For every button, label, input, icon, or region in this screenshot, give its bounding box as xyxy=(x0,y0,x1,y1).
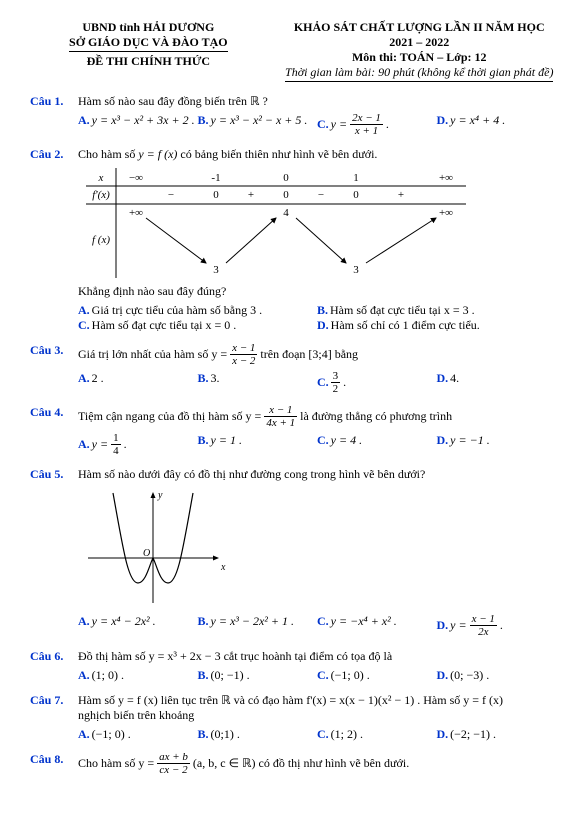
svg-text:3: 3 xyxy=(213,264,219,276)
q4-label: Câu 4. xyxy=(30,405,78,420)
q5-label: Câu 5. xyxy=(30,467,78,482)
q1-opt-b: B.y = x³ − x² − x + 5 . xyxy=(198,113,318,137)
variation-table-svg: x −∞ -1 0 1 +∞ f'(x) − 0 + 0 − 0 + f (x)… xyxy=(86,168,466,278)
svg-text:f (x): f (x) xyxy=(92,234,110,246)
svg-text:+∞: +∞ xyxy=(439,172,453,184)
header-left: UBND tỉnh HẢI DƯƠNG SỞ GIÁO DỤC VÀ ĐÀO T… xyxy=(30,20,267,82)
q6-stem: Đồ thị hàm số y = x³ + 2x − 3 cắt trục h… xyxy=(78,649,556,664)
question-1: Câu 1. Hàm số nào sau đây đồng biến trên… xyxy=(30,94,556,137)
q7-opt-b: B.(0;1) . xyxy=(198,727,318,742)
org-line2: SỞ GIÁO DỤC VÀ ĐÀO TẠO xyxy=(69,35,228,52)
q6-label: Câu 6. xyxy=(30,649,78,664)
svg-text:+: + xyxy=(248,189,254,201)
q5-opt-a: A.y = x⁴ − 2x² . xyxy=(78,614,198,638)
q7-stem-l1: Hàm số y = f (x) liên tục trên ℝ và có đ… xyxy=(78,693,556,708)
q7-opt-d: D.(−2; −1) . xyxy=(437,727,557,742)
q6-opt-b: B.(0; −1) . xyxy=(198,668,318,683)
question-8: Câu 8. Cho hàm số y = ax + bcx − 2 (a, b… xyxy=(30,752,556,776)
svg-text:+∞: +∞ xyxy=(439,207,453,219)
q6-opt-a: A.(1; 0) . xyxy=(78,668,198,683)
q4-opt-c: C.y = 4 . xyxy=(317,433,437,457)
q2-label: Câu 2. xyxy=(30,147,78,162)
svg-text:−: − xyxy=(318,189,324,201)
svg-text:0: 0 xyxy=(353,189,359,201)
q5-graph: x y O xyxy=(78,488,556,608)
q3-opt-c: C.32 . xyxy=(317,371,437,395)
question-7: Câu 7. Hàm số y = f (x) liên tục trên ℝ … xyxy=(30,693,556,742)
svg-text:0: 0 xyxy=(213,189,219,201)
question-4: Câu 4. Tiệm cận ngang của đồ thị hàm số … xyxy=(30,405,556,457)
q8-stem: Cho hàm số y = ax + bcx − 2 (a, b, c ∈ ℝ… xyxy=(78,752,556,776)
svg-text:x: x xyxy=(220,562,226,573)
q3-label: Câu 3. xyxy=(30,343,78,358)
title-line2: Môn thi: TOÁN – Lớp: 12 xyxy=(282,50,556,65)
q5-opt-d: D.y = x − 12x . xyxy=(437,614,557,638)
q6-opt-d: D.(0; −3) . xyxy=(437,668,557,683)
q6-opt-c: C.(−1; 0) . xyxy=(317,668,437,683)
svg-text:1: 1 xyxy=(353,172,359,184)
q7-opt-c: C.(1; 2) . xyxy=(317,727,437,742)
svg-text:3: 3 xyxy=(353,264,359,276)
q2-stem: Cho hàm số y = f (x) có bảng biến thiên … xyxy=(78,147,556,162)
q8-label: Câu 8. xyxy=(30,752,78,767)
svg-text:4: 4 xyxy=(283,207,289,219)
svg-text:O: O xyxy=(143,548,150,559)
title-line3: Thời gian làm bài: 90 phút (không kể thờ… xyxy=(285,65,553,82)
q3-opt-b: B.3. xyxy=(198,371,318,395)
q2-opt-d: D.Hàm số chỉ có 1 điểm cực tiểu. xyxy=(317,318,556,333)
q7-stem-l2: nghịch biến trên khoảng xyxy=(78,708,556,723)
exam-header: UBND tỉnh HẢI DƯƠNG SỞ GIÁO DỤC VÀ ĐÀO T… xyxy=(30,20,556,82)
q4-opt-a: A.y = 14 . xyxy=(78,433,198,457)
svg-text:f'(x): f'(x) xyxy=(92,189,110,201)
svg-text:+∞: +∞ xyxy=(129,207,143,219)
q1-stem: Hàm số nào sau đây đồng biến trên ℝ ? xyxy=(78,94,556,109)
q4-stem: Tiệm cận ngang của đồ thị hàm số y = x −… xyxy=(78,405,556,429)
q1-opt-c: C.y = 2x − 1x + 1 . xyxy=(317,113,437,137)
q2-opt-b: B.Hàm số đạt cực tiểu tại x = 3 . xyxy=(317,303,556,318)
q7-label: Câu 7. xyxy=(30,693,78,708)
q1-opt-d: D.y = x⁴ + 4 . xyxy=(437,113,557,137)
question-5: Câu 5. Hàm số nào dưới đây có đồ thị như… xyxy=(30,467,556,638)
org-line3: ĐỀ THI CHÍNH THỨC xyxy=(30,54,267,69)
q3-opt-d: D.4. xyxy=(437,371,557,395)
q5-stem: Hàm số nào dưới đây có đồ thị như đường … xyxy=(78,467,556,482)
svg-text:0: 0 xyxy=(283,189,289,201)
q3-stem: Giá trị lớn nhất của hàm số y = x − 1x −… xyxy=(78,343,556,367)
question-2: Câu 2. Cho hàm số y = f (x) có bảng biến… xyxy=(30,147,556,333)
q3-opt-a: A.2 . xyxy=(78,371,198,395)
q1-label: Câu 1. xyxy=(30,94,78,109)
question-3: Câu 3. Giá trị lớn nhất của hàm số y = x… xyxy=(30,343,556,395)
quartic-graph-svg: x y O xyxy=(78,488,228,608)
q4-opt-d: D.y = −1 . xyxy=(437,433,557,457)
org-line1: UBND tỉnh HẢI DƯƠNG xyxy=(30,20,267,35)
q4-opt-b: B.y = 1 . xyxy=(198,433,318,457)
q2-ask: Khẳng định nào sau đây đúng? xyxy=(78,284,556,299)
svg-text:+: + xyxy=(398,189,404,201)
svg-text:x: x xyxy=(98,172,104,184)
svg-text:y: y xyxy=(157,490,163,501)
q2-opt-a: A.Giá trị cực tiểu của hàm số bằng 3 . xyxy=(78,303,317,318)
svg-text:−: − xyxy=(168,189,174,201)
variation-table: x −∞ -1 0 1 +∞ f'(x) − 0 + 0 − 0 + f (x)… xyxy=(86,168,556,278)
header-right: KHẢO SÁT CHẤT LƯỢNG LẦN II NĂM HỌC 2021 … xyxy=(282,20,556,82)
q5-opt-c: C.y = −x⁴ + x² . xyxy=(317,614,437,638)
q5-opt-b: B.y = x³ − 2x² + 1 . xyxy=(198,614,318,638)
question-6: Câu 6. Đồ thị hàm số y = x³ + 2x − 3 cắt… xyxy=(30,649,556,683)
q2-opt-c: C.Hàm số đạt cực tiểu tại x = 0 . xyxy=(78,318,317,333)
q7-opt-a: A.(−1; 0) . xyxy=(78,727,198,742)
svg-text:−∞: −∞ xyxy=(129,172,143,184)
q1-opt-a: A.y = x³ − x² + 3x + 2 . xyxy=(78,113,198,137)
svg-text:-1: -1 xyxy=(211,172,220,184)
title-line1: KHẢO SÁT CHẤT LƯỢNG LẦN II NĂM HỌC 2021 … xyxy=(282,20,556,50)
svg-text:0: 0 xyxy=(283,172,289,184)
